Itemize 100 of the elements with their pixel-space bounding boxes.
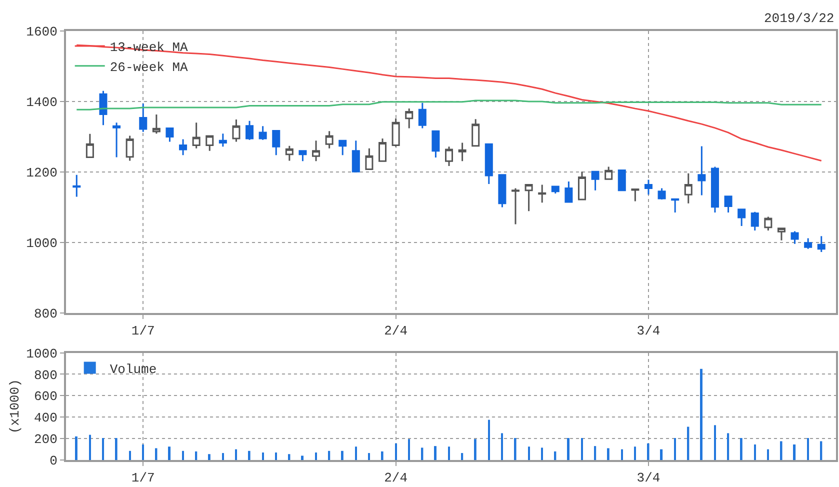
bar bbox=[634, 446, 636, 460]
candlestick bbox=[684, 172, 692, 204]
bar bbox=[235, 449, 238, 460]
candlestick bbox=[338, 140, 347, 156]
bar bbox=[647, 443, 650, 460]
bar bbox=[448, 446, 450, 460]
bar bbox=[262, 452, 264, 460]
candlestick bbox=[272, 130, 280, 156]
bar bbox=[687, 426, 690, 460]
candlestick bbox=[365, 148, 374, 171]
legend-label: 26-week MA bbox=[110, 60, 188, 75]
candlestick bbox=[152, 114, 160, 134]
bar bbox=[328, 450, 330, 460]
bar bbox=[368, 453, 370, 460]
bar bbox=[461, 453, 464, 460]
candlestick bbox=[618, 169, 626, 192]
y-tick-label: 0 bbox=[50, 454, 58, 469]
x-tick-label: 3/4 bbox=[636, 470, 660, 486]
bar bbox=[767, 449, 769, 460]
bar bbox=[541, 448, 543, 460]
bar bbox=[222, 453, 224, 460]
bar bbox=[674, 438, 676, 460]
candlestick bbox=[631, 188, 640, 202]
text: 2019/3/22 bbox=[764, 11, 834, 26]
candlestick bbox=[246, 120, 254, 141]
candlestick bbox=[179, 138, 188, 156]
bar bbox=[208, 454, 210, 460]
bar bbox=[115, 438, 118, 460]
candlestick bbox=[498, 174, 506, 208]
bar bbox=[501, 433, 503, 460]
candlestick bbox=[99, 90, 108, 126]
candlestick bbox=[604, 166, 613, 181]
y-tick-label: 1400 bbox=[26, 95, 58, 110]
bar bbox=[168, 446, 171, 460]
y-tick-label: 200 bbox=[34, 432, 58, 448]
bar bbox=[474, 439, 476, 460]
candlestick bbox=[206, 134, 214, 152]
bar bbox=[714, 425, 716, 460]
candlestick bbox=[484, 143, 493, 185]
x-tick-label: 1/7 bbox=[131, 470, 155, 486]
candlestick bbox=[551, 185, 560, 194]
bar bbox=[740, 438, 742, 460]
candlestick bbox=[192, 122, 200, 150]
bar bbox=[754, 444, 756, 460]
candlestick bbox=[472, 118, 480, 148]
candlestick bbox=[298, 150, 307, 162]
bar bbox=[581, 438, 583, 460]
candlestick bbox=[777, 227, 786, 242]
candlestick bbox=[72, 174, 81, 198]
bar bbox=[793, 444, 796, 460]
bar bbox=[514, 438, 516, 460]
candlestick bbox=[538, 184, 546, 204]
bar bbox=[660, 449, 663, 460]
candlestick bbox=[405, 108, 414, 130]
candlestick bbox=[698, 146, 706, 196]
y-tick-label: 1600 bbox=[26, 24, 58, 40]
bar bbox=[700, 368, 702, 460]
candlestick bbox=[817, 235, 826, 253]
candlestick bbox=[764, 216, 772, 232]
bar bbox=[75, 436, 78, 460]
bar bbox=[248, 450, 250, 460]
bar bbox=[434, 446, 436, 460]
x-tick-label: 1/7 bbox=[131, 324, 155, 339]
y-tick-label: 600 bbox=[34, 389, 58, 404]
bar bbox=[142, 444, 144, 460]
bar bbox=[820, 441, 822, 460]
bar bbox=[807, 438, 809, 460]
bar bbox=[102, 438, 104, 460]
legend-label: Volume bbox=[110, 362, 157, 377]
candlestick bbox=[139, 102, 148, 133]
candlestick bbox=[724, 195, 732, 214]
bar bbox=[395, 443, 397, 460]
candlestick bbox=[285, 145, 294, 162]
candlestick bbox=[166, 126, 174, 142]
bar bbox=[182, 450, 184, 460]
candlestick bbox=[738, 208, 746, 227]
candlestick bbox=[392, 118, 400, 148]
candlestick bbox=[458, 142, 466, 162]
candlestick bbox=[750, 211, 759, 232]
x-tick-label: 3/4 bbox=[636, 324, 660, 339]
bar bbox=[621, 449, 623, 460]
bar bbox=[554, 451, 556, 460]
bar bbox=[567, 438, 570, 460]
candlestick bbox=[591, 170, 600, 192]
bar bbox=[195, 451, 198, 460]
y-tick-label: 1000 bbox=[26, 236, 58, 252]
bar bbox=[89, 434, 91, 460]
candlestick bbox=[258, 125, 267, 141]
candlestick bbox=[804, 238, 812, 250]
candlestick bbox=[564, 180, 573, 204]
bar bbox=[341, 450, 344, 460]
bar bbox=[528, 446, 530, 460]
bar bbox=[408, 439, 410, 460]
candlestick bbox=[790, 230, 799, 245]
candlestick bbox=[524, 183, 533, 212]
bar bbox=[488, 420, 490, 460]
y-tick-label: 400 bbox=[34, 410, 58, 426]
candlestick bbox=[352, 140, 360, 174]
y-tick-label: 800 bbox=[34, 306, 58, 322]
candlestick bbox=[644, 179, 652, 196]
